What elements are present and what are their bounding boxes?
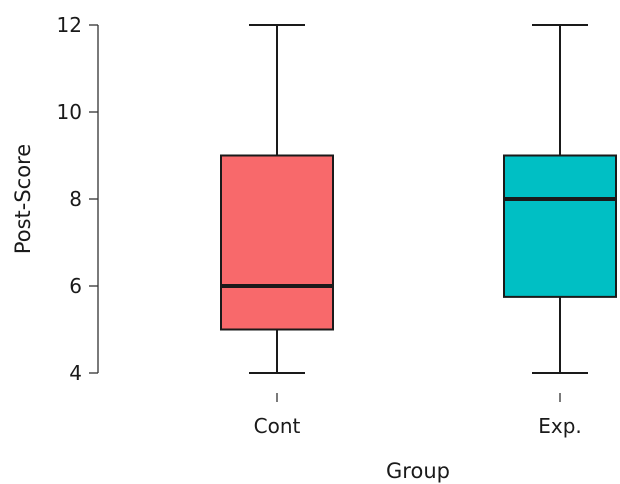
y-tick-label-10: 10	[57, 100, 82, 124]
iqr-box	[503, 154, 617, 298]
plot-area	[220, 24, 617, 374]
y-axis: 4 6 8 10 12	[57, 13, 99, 385]
y-tick-label-4: 4	[69, 361, 82, 385]
x-axis-title: Group	[386, 459, 450, 483]
x-axis: Cont Exp.	[254, 393, 582, 438]
y-tick-label-6: 6	[69, 274, 82, 298]
y-tick-label-12: 12	[57, 13, 82, 37]
box-0	[220, 24, 334, 374]
y-tick-label-8: 8	[69, 187, 82, 211]
box-1	[503, 24, 617, 374]
y-axis-title: Post-Score	[11, 144, 35, 254]
x-tick-label-1: Exp.	[538, 414, 582, 438]
iqr-box	[220, 154, 334, 331]
x-tick-label-0: Cont	[254, 414, 301, 438]
